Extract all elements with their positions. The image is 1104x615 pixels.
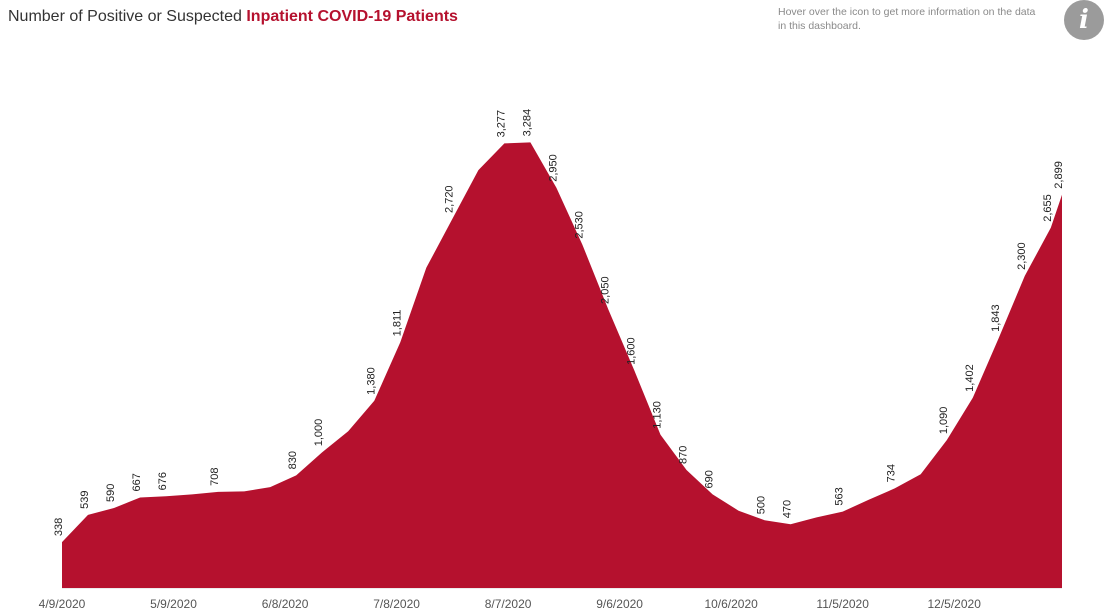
- data-label-25: 1,402: [964, 364, 976, 392]
- x-tick-label-1: 5/9/2020: [150, 597, 197, 611]
- x-tick-label-7: 11/5/2020: [816, 597, 869, 611]
- data-label-2: 590: [105, 484, 117, 502]
- data-label-28: 2,655: [1042, 194, 1054, 222]
- data-label-11: 3,277: [495, 110, 507, 138]
- x-tick-label-6: 10/6/2020: [704, 597, 758, 611]
- x-tick-label-5: 9/6/2020: [596, 597, 643, 611]
- x-tick-label-3: 7/8/2020: [373, 597, 420, 611]
- data-label-1: 539: [79, 491, 91, 509]
- data-label-3: 667: [131, 473, 143, 491]
- data-label-0: 338: [53, 518, 65, 536]
- data-label-20: 500: [756, 496, 768, 514]
- data-label-9: 1,811: [391, 310, 403, 337]
- data-label-6: 830: [287, 451, 299, 469]
- data-label-23: 734: [886, 464, 898, 482]
- series-area: [62, 142, 1062, 588]
- chart-title: Number of Positive or Suspected Inpatien…: [8, 8, 458, 26]
- data-label-16: 1,600: [626, 337, 638, 365]
- data-label-15: 2,050: [599, 276, 611, 304]
- chart-title-prefix: Number of Positive or Suspected: [8, 8, 247, 25]
- data-label-18: 870: [677, 446, 689, 464]
- data-label-13: 2,950: [547, 154, 559, 182]
- data-label-4: 676: [157, 472, 169, 490]
- data-label-8: 1,380: [365, 367, 377, 395]
- data-label-14: 2,530: [573, 211, 585, 239]
- data-label-7: 1,000: [313, 419, 325, 447]
- data-label-12: 3,284: [521, 109, 533, 137]
- chart-title-highlight: Inpatient COVID-19 Patients: [246, 8, 458, 25]
- data-label-21: 470: [782, 500, 794, 518]
- info-icon[interactable]: i: [1064, 0, 1104, 40]
- data-label-19: 690: [704, 470, 716, 488]
- data-label-26: 1,843: [990, 304, 1002, 332]
- hover-note: Hover over the icon to get more informat…: [778, 6, 1036, 32]
- x-tick-label-4: 8/7/2020: [485, 597, 532, 611]
- x-tick-label-8: 12/5/2020: [927, 597, 981, 611]
- data-label-17: 1,130: [651, 401, 663, 429]
- data-label-22: 563: [834, 487, 846, 505]
- data-label-29: 2,899: [1053, 161, 1065, 189]
- data-label-5: 708: [209, 468, 221, 486]
- data-label-24: 1,090: [938, 407, 950, 435]
- x-tick-label-0: 4/9/2020: [39, 597, 86, 611]
- data-label-27: 2,300: [1016, 242, 1028, 270]
- x-tick-label-2: 6/8/2020: [262, 597, 309, 611]
- data-label-10: 2,720: [443, 185, 455, 213]
